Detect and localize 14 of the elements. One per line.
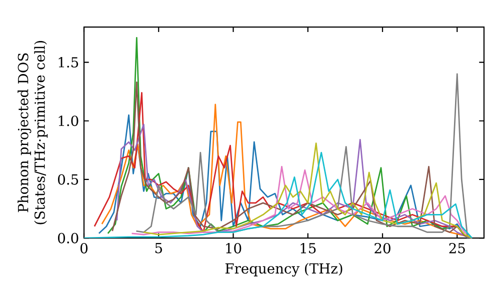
x-tick-label: 10: [226, 242, 242, 254]
y-tick-label: 0.0: [58, 232, 78, 244]
x-tick-label: 20: [374, 242, 390, 254]
x-tick-label: 0: [80, 242, 88, 254]
x-axis-title: Frequency (THz): [225, 262, 342, 276]
line-series: [84, 152, 473, 238]
x-tick-label: 5: [155, 242, 162, 254]
y-tick-label: 0.5: [58, 174, 78, 185]
x-tick-label: 15: [300, 242, 316, 254]
y-tick-label: 1.5: [58, 56, 78, 68]
x-tick-label: 25: [449, 242, 465, 254]
line-series: [143, 142, 473, 238]
y-tick-label: 1.0: [58, 116, 78, 126]
y-axis-title: Phonon projected DOS (States/THz·primitive cell): [18, 40, 48, 224]
